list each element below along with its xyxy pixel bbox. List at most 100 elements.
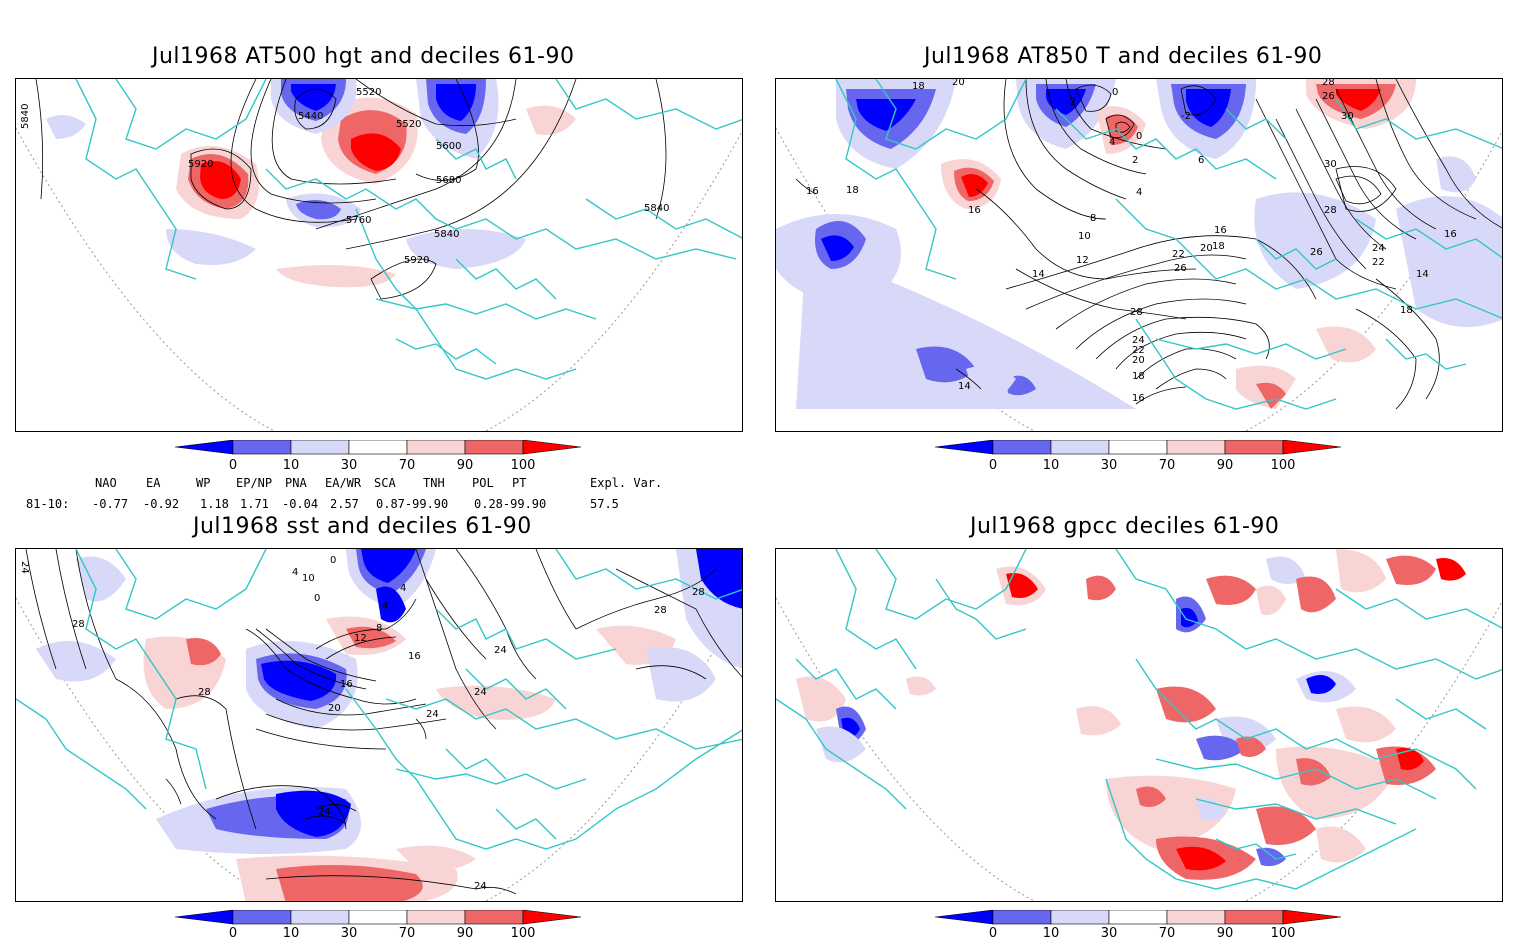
contour-label: 12 <box>354 633 367 644</box>
contour-label: 5760 <box>346 215 371 226</box>
contour-labels: 18 20 -2 0 -2 26 28 30 4 0 2 6 16 4 30 1… <box>806 79 1457 404</box>
contour-label: 24 <box>474 687 487 698</box>
decile-shading <box>46 79 576 288</box>
contour-label: -2 <box>1181 111 1191 122</box>
colorbar-sst: 0 10 30 70 90 100 <box>175 910 595 944</box>
contour-label: 28 <box>654 605 667 616</box>
index-value-sca-tnh: 0.87-99.90 <box>376 497 449 511</box>
contour-label: 30 <box>1324 159 1337 170</box>
index-row-label: 81-10: <box>26 497 70 511</box>
contour-label: 4 <box>1136 187 1142 198</box>
index-header-sca: SCA <box>374 476 396 490</box>
colorbar-tick: 70 <box>398 926 416 941</box>
contour-label: 14 <box>958 381 971 392</box>
contour-label: 14 <box>1032 269 1045 280</box>
colorbar-tick: 0 <box>228 458 238 473</box>
height-contours <box>35 79 667 300</box>
map-svg-t850: 18 20 -2 0 -2 26 28 30 4 0 2 6 16 4 30 1… <box>776 79 1502 431</box>
colorbar-tick: 70 <box>398 458 416 473</box>
colorbar-tick: 30 <box>1100 926 1118 941</box>
contour-label: 28 <box>72 619 85 630</box>
colorbar-tick: 100 <box>510 926 536 941</box>
contour-label: 20 <box>952 79 965 88</box>
index-header-nao: NAO <box>95 476 117 490</box>
index-header-wp: WP <box>196 476 211 490</box>
index-value-epnp: 1.71 <box>240 497 269 511</box>
contour-label: 20 <box>1200 243 1213 254</box>
contour-labels: 5840 5520 5440 5520 5600 5920 5680 5760 … <box>20 87 669 266</box>
colorbar-t850: 0 10 30 70 90 100 <box>935 440 1355 474</box>
index-value-pna: -0.04 <box>282 497 319 511</box>
contour-label: 18 <box>1132 371 1145 382</box>
colorbar-tick: 90 <box>1216 458 1234 473</box>
index-header-pt: PT <box>512 476 527 490</box>
colorbar-tick: 0 <box>988 926 998 941</box>
contour-label: 26 <box>1174 263 1187 274</box>
colorbar-tick: 90 <box>456 926 474 941</box>
contour-label: 0 <box>330 555 336 566</box>
contour-label: 5840 <box>20 104 31 129</box>
index-value-ea: -0.92 <box>143 497 180 511</box>
colorbar-tick: 70 <box>1158 926 1176 941</box>
contour-label: 16 <box>1444 229 1457 240</box>
contour-label: 18 <box>912 81 925 92</box>
contour-label: 14 <box>1416 269 1429 280</box>
contour-label: 5520 <box>356 87 381 98</box>
contour-label: 10 <box>302 573 315 584</box>
contour-label: 0 <box>314 593 320 604</box>
index-header-eawr: EA/WR <box>325 476 362 490</box>
coastlines <box>776 549 1502 890</box>
colorbar-tick: 30 <box>340 458 358 473</box>
panel-title-hgt: Jul1968 AT500 hgt and deciles 61-90 <box>152 44 575 69</box>
colorbar-tick: 100 <box>1270 926 1296 941</box>
contour-label: 4 <box>292 567 298 578</box>
decile-shading <box>776 79 1502 409</box>
contour-label: 28 <box>1130 307 1143 318</box>
panel-title-t850: Jul1968 AT850 T and deciles 61-90 <box>924 44 1323 69</box>
contour-label: 8 <box>376 623 382 634</box>
contour-label: 16 <box>1132 393 1145 404</box>
colorbar-tick: 70 <box>1158 458 1176 473</box>
contour-label: 5840 <box>644 203 669 214</box>
colorbar-tick: 90 <box>456 458 474 473</box>
contour-label: 16 <box>1214 225 1227 236</box>
colorbar-tick: 90 <box>1216 926 1234 941</box>
colorbar-tick: 100 <box>510 458 536 473</box>
colorbar-tick: 100 <box>1270 458 1296 473</box>
contour-label: 22 <box>1372 257 1385 268</box>
contour-label: 5440 <box>298 111 323 122</box>
contour-label: 16 <box>968 205 981 216</box>
contour-label: 24 <box>1132 335 1145 346</box>
contour-label: 0 <box>1136 131 1142 142</box>
map-panel-gpcc[interactable] <box>775 548 1503 902</box>
contour-label: 24 <box>474 881 487 892</box>
map-svg-sst: 24 0 4 10 0 4 4 28 28 12 8 16 28 16 24 2… <box>16 549 742 901</box>
contour-label: 18 <box>1400 305 1413 316</box>
map-panel-sst[interactable]: 24 0 4 10 0 4 4 28 28 12 8 16 28 16 24 2… <box>15 548 743 902</box>
colorbar-hgt500: 0 10 30 70 90 100 <box>175 440 595 474</box>
contour-label: 5840 <box>434 229 459 240</box>
temperature-contours <box>795 79 1502 410</box>
contour-labels: 24 0 4 10 0 4 4 28 28 12 8 16 28 16 24 2… <box>19 555 705 892</box>
contour-label: 22 <box>1172 249 1185 260</box>
contour-label: 4 <box>400 583 406 594</box>
coastlines <box>16 549 742 850</box>
contour-label: 16 <box>806 186 819 197</box>
contour-label: 16 <box>340 679 353 690</box>
coastlines <box>75 79 742 380</box>
contour-label: 20 <box>328 703 341 714</box>
panel-title-sst: Jul1968 sst and deciles 61-90 <box>193 514 532 539</box>
index-header-epnp: EP/NP <box>236 476 273 490</box>
hemisphere-boundary <box>776 596 1502 901</box>
contour-label: 30 <box>1341 111 1354 122</box>
contour-label: 24 <box>426 709 439 720</box>
map-svg-gpcc <box>776 549 1502 901</box>
contour-label: 26 <box>1310 247 1323 258</box>
map-panel-t850[interactable]: 18 20 -2 0 -2 26 28 30 4 0 2 6 16 4 30 1… <box>775 78 1503 432</box>
contour-label: 24 <box>1372 243 1385 254</box>
index-value-explvar: 57.5 <box>590 497 619 511</box>
contour-label: 4 <box>1109 137 1115 148</box>
contour-label: 22 <box>1132 345 1145 356</box>
contour-label: 16 <box>408 651 421 662</box>
map-panel-hgt500[interactable]: 5840 5520 5440 5520 5600 5920 5680 5760 … <box>15 78 743 432</box>
